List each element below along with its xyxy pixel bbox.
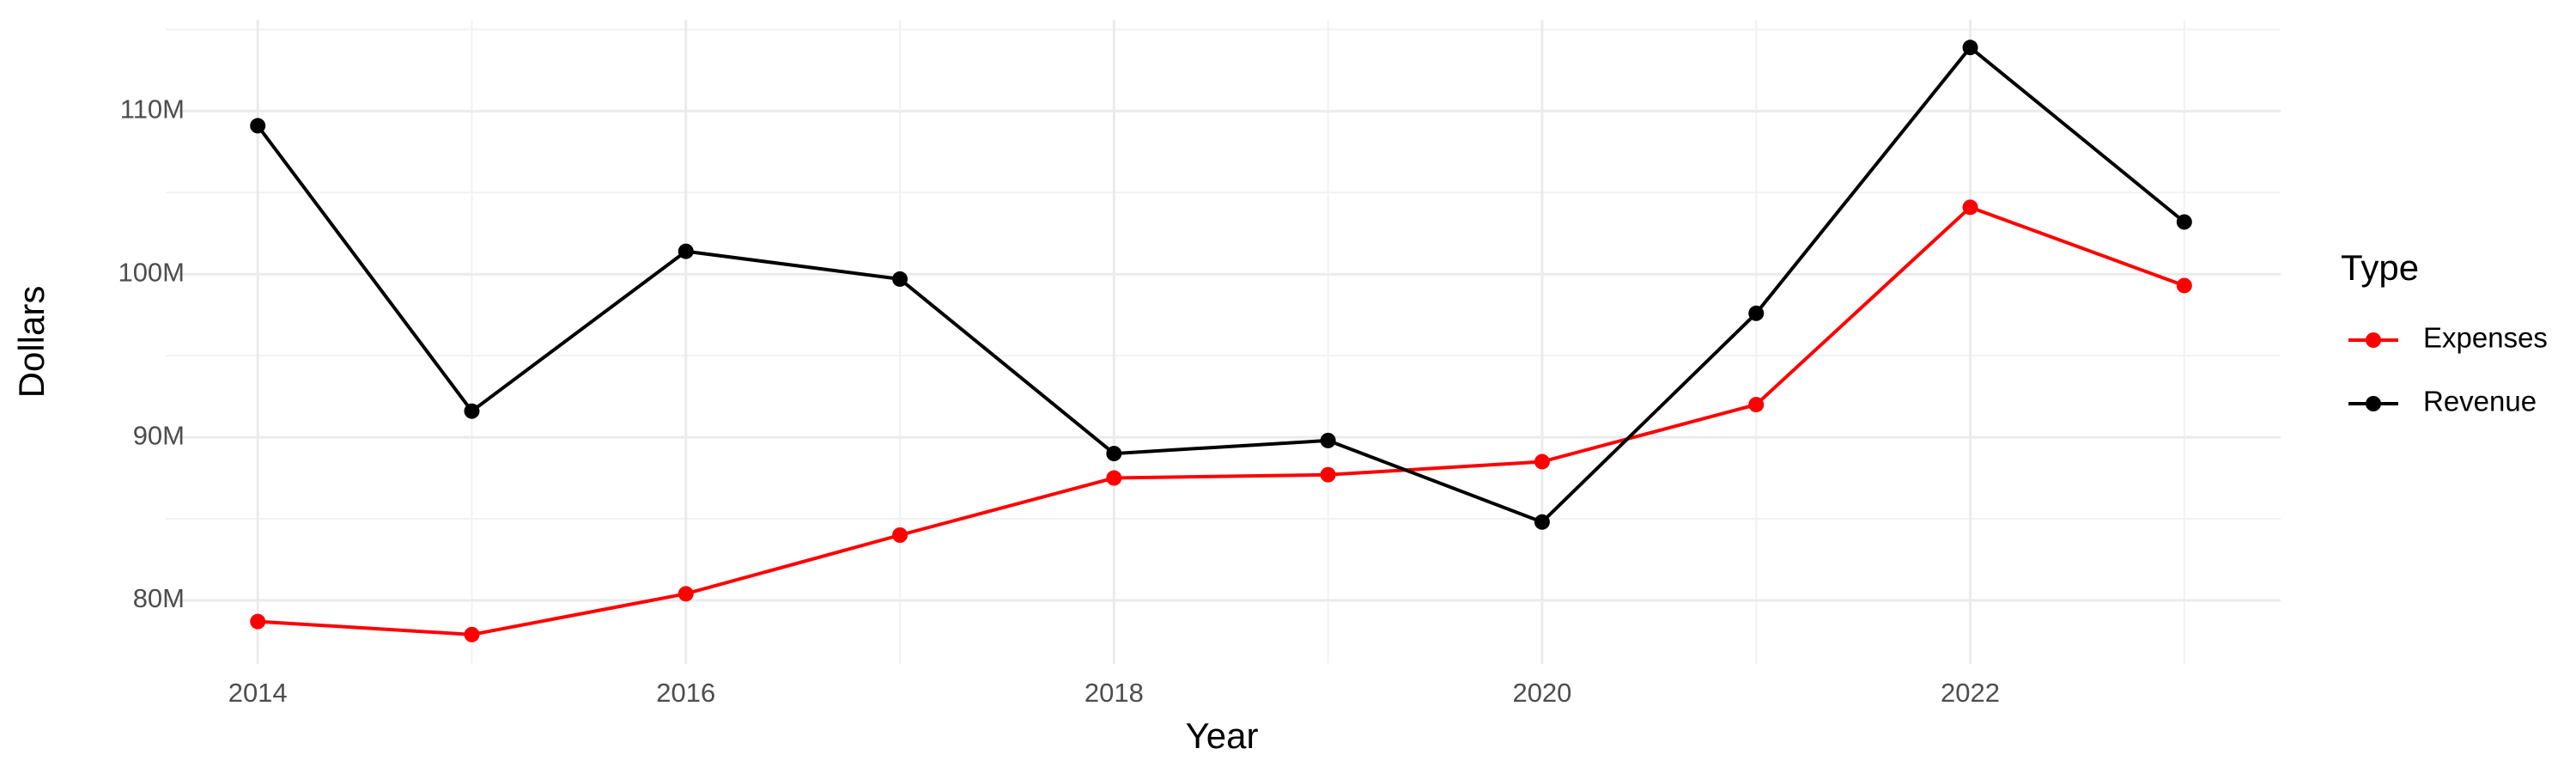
series-line: [256, 45, 2186, 525]
data-point: [677, 243, 694, 259]
data-point: [1106, 446, 1122, 462]
y-tick-label: 80M: [133, 583, 185, 613]
data-point: [250, 118, 266, 134]
legend-key: [2366, 332, 2381, 348]
y-axis-title: Dollars: [11, 286, 52, 399]
y-tick-label: 100M: [118, 257, 185, 287]
legend-label: Revenue: [2423, 386, 2537, 417]
data-point: [2176, 214, 2192, 230]
data-point: [250, 613, 266, 630]
data-point: [1534, 453, 1550, 470]
data-point: [2176, 277, 2192, 294]
data-point: [464, 626, 480, 642]
series-line: [258, 205, 2185, 636]
x-tick-label: 2018: [1084, 678, 1144, 708]
x-tick-label: 2016: [656, 678, 715, 708]
data-point: [1320, 432, 1336, 448]
data-point: [1962, 199, 1978, 216]
data-point: [1748, 305, 1765, 321]
legend-title: Type: [2341, 247, 2419, 288]
data-point: [1320, 466, 1336, 483]
x-tick-label: 2020: [1512, 678, 1571, 708]
data-point: [1534, 514, 1550, 530]
x-axis-title: Year: [1186, 715, 1259, 756]
data-point: [1748, 397, 1765, 413]
y-tick-label: 110M: [120, 94, 185, 125]
data-point: [892, 271, 908, 287]
data-point: [677, 586, 694, 602]
data-point: [892, 527, 908, 543]
data-point: [1106, 470, 1122, 486]
legend-key: [2366, 396, 2381, 411]
data-point: [1962, 40, 1978, 56]
y-tick-label: 90M: [133, 420, 185, 450]
legend-label: Expenses: [2423, 322, 2548, 354]
x-tick-label: 2022: [1941, 678, 2000, 708]
data-point: [464, 403, 480, 419]
x-tick-label: 2014: [228, 678, 288, 708]
